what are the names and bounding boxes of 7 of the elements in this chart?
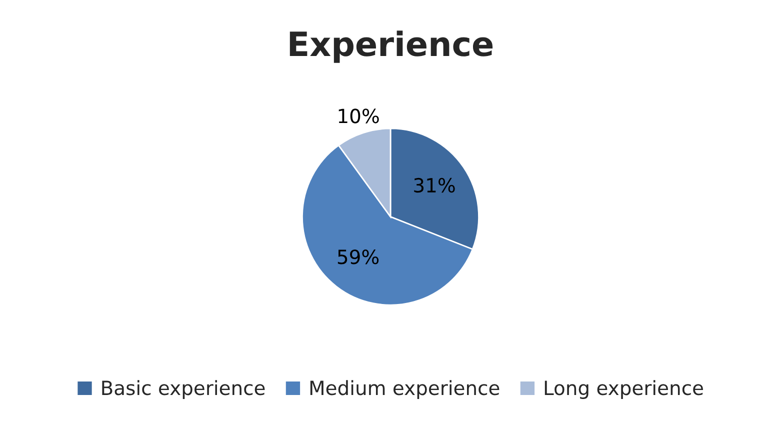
chart-title: Experience <box>290 30 493 63</box>
legend-label: Medium experience <box>310 380 500 399</box>
legend-label: Basic experience <box>102 380 265 399</box>
data-label: 59% <box>338 250 379 264</box>
legend-label: Long experience <box>544 380 703 399</box>
data-label: 31% <box>414 178 455 193</box>
data-label: 10% <box>338 108 379 124</box>
